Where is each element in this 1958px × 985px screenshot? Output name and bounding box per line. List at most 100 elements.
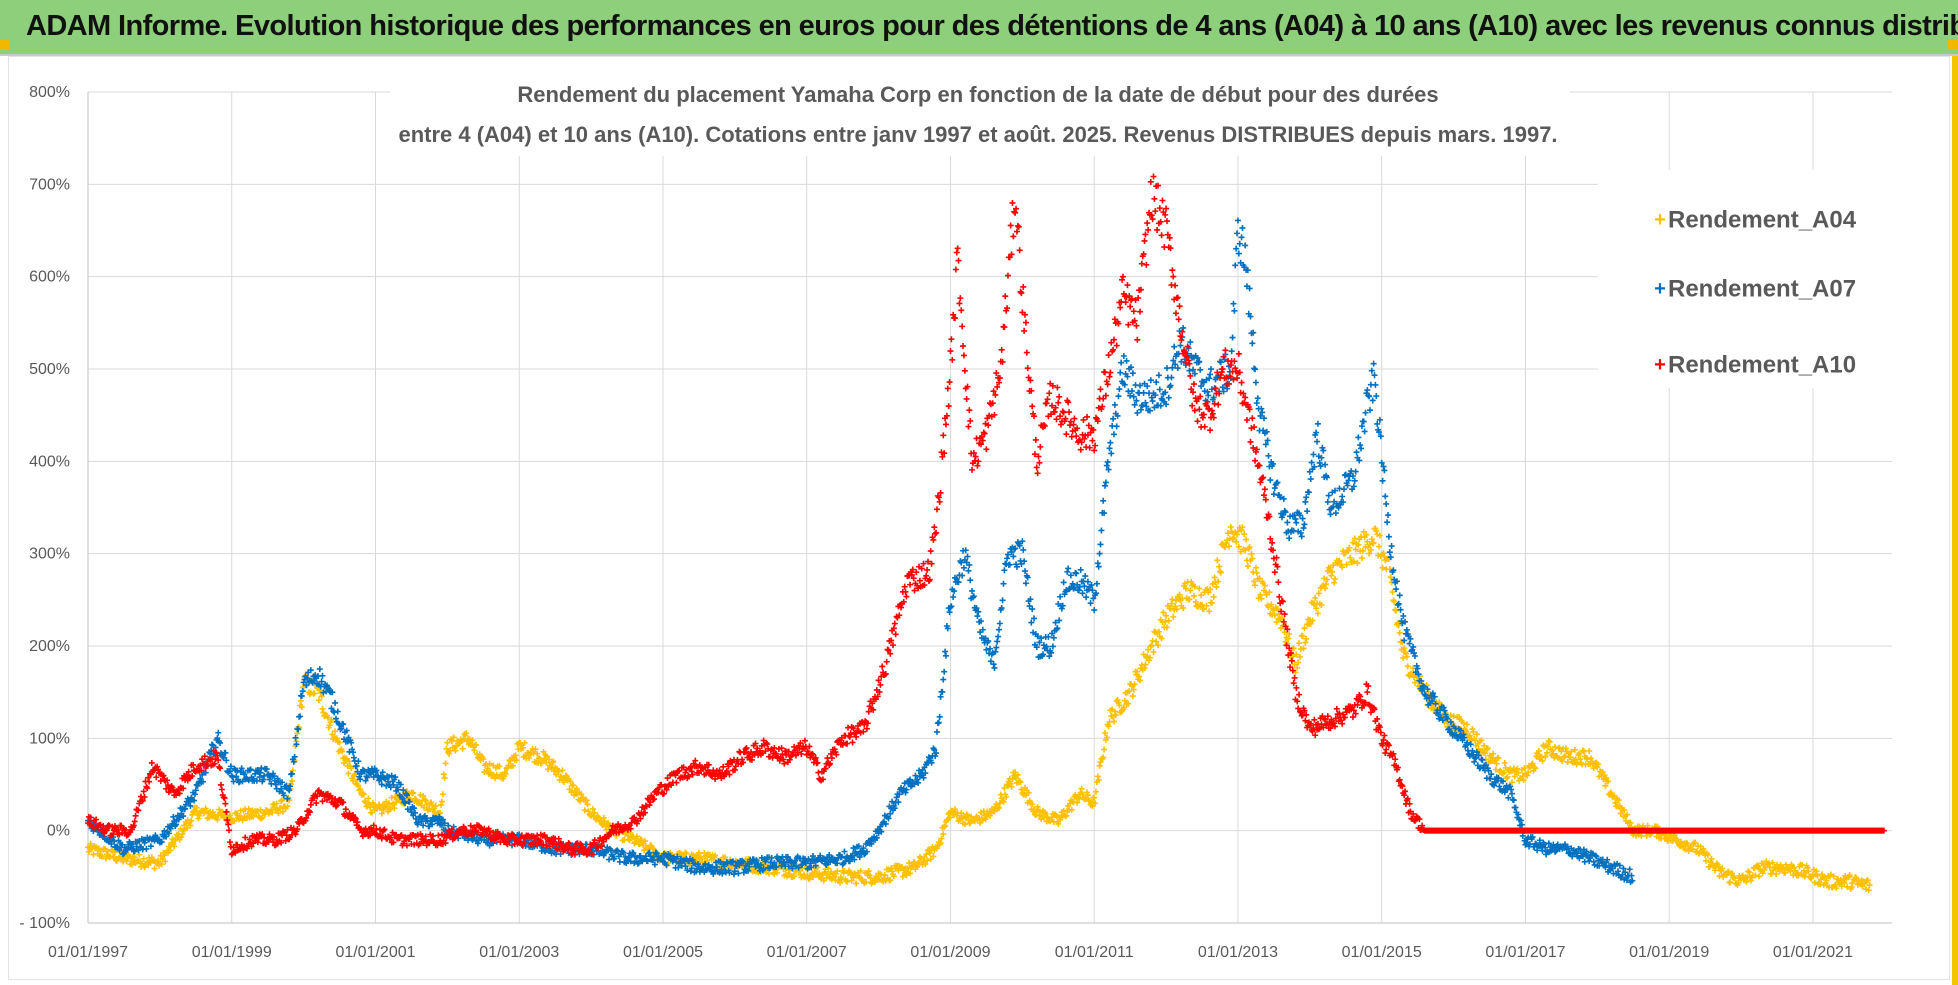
data-marker [1094, 560, 1101, 567]
data-marker [1804, 864, 1811, 871]
data-marker [1349, 539, 1356, 546]
data-marker [1000, 798, 1007, 805]
data-marker [422, 797, 429, 804]
data-marker [215, 729, 222, 736]
data-marker [1393, 586, 1400, 593]
data-marker [136, 851, 143, 858]
y-tick-label: 800% [29, 84, 70, 101]
data-marker [1567, 754, 1574, 761]
data-marker [1286, 630, 1293, 637]
data-marker [1521, 765, 1528, 772]
data-marker [595, 814, 602, 821]
y-tick-label: 100% [29, 730, 70, 747]
data-marker [1231, 307, 1238, 314]
data-marker [954, 245, 961, 252]
data-marker [1368, 536, 1375, 543]
data-marker [952, 266, 959, 273]
data-marker [1203, 602, 1210, 609]
data-marker [1466, 732, 1473, 739]
data-marker [162, 858, 169, 865]
data-marker [1490, 750, 1497, 757]
data-marker [931, 524, 938, 531]
data-marker [1104, 459, 1111, 466]
data-marker [367, 804, 374, 811]
data-marker [208, 741, 215, 748]
data-marker [1140, 651, 1147, 658]
data-marker [942, 421, 949, 428]
data-marker [1052, 812, 1059, 819]
data-marker [459, 745, 466, 752]
right-accent-strip [1952, 56, 1958, 985]
data-marker [1022, 580, 1029, 587]
data-marker [187, 822, 194, 829]
data-marker [848, 877, 855, 884]
data-marker [132, 812, 139, 819]
data-marker [1074, 799, 1081, 806]
data-marker [1350, 558, 1357, 565]
data-marker [1735, 879, 1742, 886]
data-marker [947, 348, 954, 355]
data-marker [1116, 386, 1123, 393]
data-marker [1302, 639, 1309, 646]
data-marker [555, 768, 562, 775]
data-marker [698, 855, 705, 862]
data-marker [1071, 415, 1078, 422]
data-marker [468, 740, 475, 747]
x-tick-label: 01/01/2005 [623, 944, 703, 961]
data-marker [1117, 304, 1124, 311]
chart-frame [8, 56, 1950, 980]
data-marker [1331, 579, 1338, 586]
data-marker [559, 767, 566, 774]
data-marker [512, 752, 519, 759]
data-marker [1124, 282, 1131, 289]
data-marker [329, 731, 336, 738]
data-marker [1524, 772, 1531, 779]
data-marker [1130, 686, 1137, 693]
data-marker [1216, 563, 1223, 570]
data-marker [1353, 449, 1360, 456]
data-marker [1197, 366, 1204, 373]
data-marker [1151, 195, 1158, 202]
data-marker [1119, 276, 1126, 283]
data-marker [791, 873, 798, 880]
data-marker [903, 872, 910, 879]
data-marker [1556, 744, 1563, 751]
data-marker [1366, 550, 1373, 557]
data-marker [362, 799, 369, 806]
data-marker [196, 812, 203, 819]
data-marker [935, 719, 942, 726]
data-marker [765, 870, 772, 877]
data-marker [1060, 579, 1067, 586]
data-marker [1252, 564, 1259, 571]
data-marker [1542, 753, 1549, 760]
data-marker [1100, 754, 1107, 761]
data-marker [1101, 746, 1108, 753]
data-marker [496, 763, 503, 770]
data-marker [332, 728, 339, 735]
data-marker [844, 878, 851, 885]
data-marker [1289, 653, 1296, 660]
data-marker [1171, 343, 1178, 350]
data-marker [1102, 369, 1108, 376]
data-marker [786, 870, 793, 877]
y-tick-label: 700% [29, 176, 70, 193]
data-marker [673, 779, 680, 786]
data-marker [545, 756, 552, 763]
data-marker [1191, 583, 1198, 590]
data-marker [1252, 582, 1259, 589]
data-marker [1503, 775, 1510, 782]
data-marker [1312, 594, 1319, 601]
data-marker [1014, 771, 1021, 778]
data-marker [1267, 477, 1274, 484]
data-marker [1278, 615, 1285, 622]
data-marker [1158, 232, 1165, 239]
data-marker [594, 813, 601, 820]
y-tick-label: 0% [47, 823, 70, 840]
data-marker [1258, 595, 1265, 602]
data-marker [1146, 654, 1153, 661]
data-marker [936, 498, 943, 505]
data-marker [933, 728, 940, 735]
data-marker [544, 753, 551, 760]
data-marker [1689, 846, 1696, 853]
data-marker [1186, 360, 1193, 367]
